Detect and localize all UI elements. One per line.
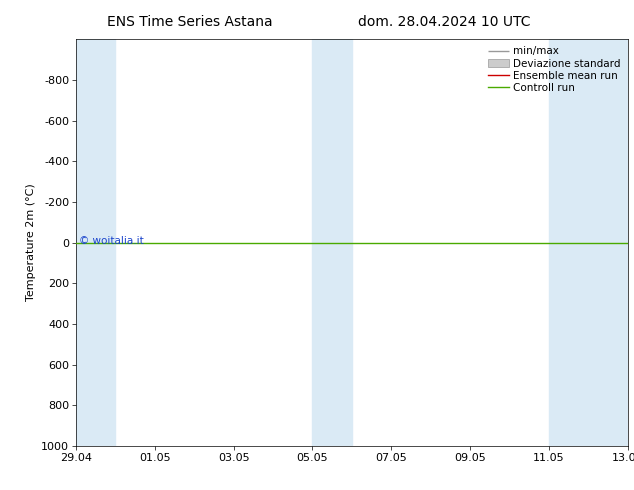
Bar [549,39,628,446]
Text: © woitalia.it: © woitalia.it [79,236,143,245]
Y-axis label: Temperature 2m (°C): Temperature 2m (°C) [25,184,36,301]
Legend: min/max, Deviazione standard, Ensemble mean run, Controll run: min/max, Deviazione standard, Ensemble m… [486,45,623,95]
Text: ENS Time Series Astana: ENS Time Series Astana [107,15,273,29]
Text: dom. 28.04.2024 10 UTC: dom. 28.04.2024 10 UTC [358,15,530,29]
Bar [313,39,352,446]
Bar [76,39,115,446]
